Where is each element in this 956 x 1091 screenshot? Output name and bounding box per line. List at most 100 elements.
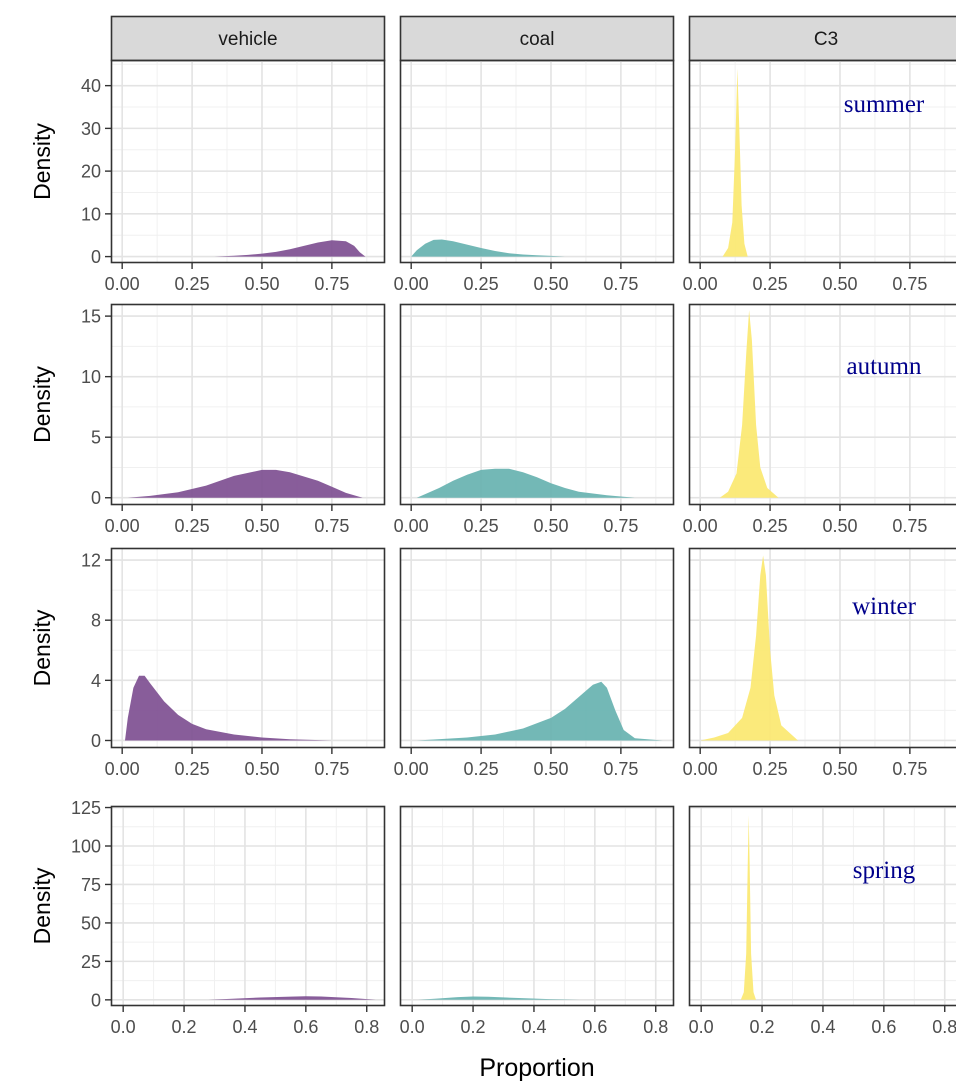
x-tick-label: 0.25 [753, 274, 788, 294]
x-tick-label: 0.50 [533, 274, 568, 294]
facet-row-winter: Density 0 4 8 12 0.00 0.25 0.50 0.75 0.00 0.25 0.50… [29, 548, 956, 779]
x-tick-label: 0.50 [533, 759, 568, 779]
facet-strip-label: vehicle [218, 29, 277, 50]
y-tick-label: 30 [81, 119, 101, 139]
x-tick-label: 0.75 [892, 759, 927, 779]
x-tick-label: 0.8 [354, 1017, 379, 1037]
facet-strip-C3: C3 [690, 17, 956, 61]
y-tick-label: 15 [81, 307, 101, 327]
x-tick-label: 0.75 [603, 274, 638, 294]
x-tick-label: 0.25 [175, 516, 210, 536]
y-tick-label: 0 [91, 488, 101, 508]
x-tick-label: 0.75 [314, 516, 349, 536]
x-tick-label: 0.50 [822, 516, 857, 536]
density-area-C3 [741, 815, 756, 1000]
panel-summer-coal: 0.00 0.25 0.50 0.75 [394, 60, 674, 294]
x-tick-label: 0.25 [464, 759, 499, 779]
x-tick-label: 0.50 [822, 759, 857, 779]
panel-spring-vehicle: 0.0 0.2 0.4 0.6 0.8 [111, 806, 385, 1037]
x-tick-label: 0.75 [892, 516, 927, 536]
x-tick-label: 0.75 [603, 516, 638, 536]
x-tick-label: 0.00 [683, 274, 718, 294]
x-tick-label: 0.50 [822, 274, 857, 294]
y-tick-label: 8 [91, 611, 101, 631]
x-tick-label: 0.2 [172, 1017, 197, 1037]
x-axis-title: Proportion [479, 1054, 594, 1082]
season-label-spring: spring [853, 857, 916, 884]
x-tick-label: 0.25 [464, 274, 499, 294]
y-tick-label: 4 [91, 671, 101, 691]
y-tick-label: 50 [81, 913, 101, 933]
density-area-C3 [700, 556, 798, 741]
x-tick-label: 0.25 [753, 516, 788, 536]
facet-strip-coal: coal [401, 17, 674, 61]
x-tick-label: 0.00 [105, 274, 140, 294]
y-tick-label: 10 [81, 367, 101, 387]
x-tick-label: 0.4 [810, 1017, 835, 1037]
x-tick-label: 0.75 [603, 759, 638, 779]
y-axis-title: Density [29, 609, 55, 686]
y-tick-label: 25 [81, 952, 101, 972]
density-area-coal [411, 240, 565, 257]
y-axis-title: Density [29, 867, 55, 944]
y-tick-label: 0 [91, 247, 101, 267]
x-tick-label: 0.50 [244, 274, 279, 294]
x-tick-label: 0.8 [932, 1017, 956, 1037]
panel-autumn-C3: 0.00 0.25 0.50 0.75 [683, 304, 956, 536]
panel-autumn-vehicle: 0.00 0.25 0.50 0.75 [105, 304, 385, 536]
panel-border [401, 61, 674, 263]
x-tick-label: 0.8 [643, 1017, 668, 1037]
y-tick-label: 5 [91, 428, 101, 448]
panel-border [690, 305, 956, 505]
x-tick-label: 0.00 [683, 516, 718, 536]
density-area-vehicle [214, 240, 365, 256]
x-tick-label: 0.50 [244, 759, 279, 779]
x-tick-label: 0.00 [105, 516, 140, 536]
x-tick-label: 0.4 [521, 1017, 546, 1037]
x-tick-label: 0.00 [394, 274, 429, 294]
x-tick-label: 0.6 [582, 1017, 607, 1037]
x-tick-label: 0.6 [871, 1017, 896, 1037]
x-tick-label: 0.0 [111, 1017, 136, 1037]
y-tick-label: 125 [71, 798, 101, 818]
x-tick-label: 0.6 [293, 1017, 318, 1037]
density-area-coal [417, 469, 635, 498]
x-tick-label: 0.00 [683, 759, 718, 779]
y-axis-title: Density [29, 366, 55, 443]
panel-border [401, 807, 674, 1006]
x-tick-label: 0.50 [533, 516, 568, 536]
panel-summer-vehicle: 0.00 0.25 0.50 0.75 [105, 60, 385, 294]
x-tick-label: 0.00 [394, 759, 429, 779]
facet-row-autumn: Density 0 5 10 15 0.00 0.25 0.50 0.75 0.00 0.25 0.5… [29, 304, 956, 536]
y-tick-label: 100 [71, 837, 101, 857]
y-tick-label: 10 [81, 204, 101, 224]
x-tick-label: 0.0 [400, 1017, 425, 1037]
panel-border [690, 549, 956, 748]
y-tick-label: 20 [81, 162, 101, 182]
y-tick-label: 12 [81, 551, 101, 571]
density-area-coal [417, 682, 663, 741]
x-tick-label: 0.25 [175, 274, 210, 294]
y-tick-label: 0 [91, 731, 101, 751]
panel-winter-coal: 0.00 0.25 0.50 0.75 [394, 548, 674, 779]
panel-border [401, 305, 674, 505]
x-tick-label: 0.75 [314, 759, 349, 779]
season-label-winter: winter [852, 593, 917, 620]
season-label-summer: summer [844, 91, 925, 118]
x-tick-label: 0.25 [175, 759, 210, 779]
x-tick-label: 0.50 [244, 516, 279, 536]
x-tick-label: 0.2 [750, 1017, 775, 1037]
x-tick-label: 0.75 [314, 274, 349, 294]
facet-strip-label: coal [520, 29, 555, 50]
y-tick-label: 75 [81, 875, 101, 895]
panel-border [112, 61, 385, 263]
x-tick-label: 0.4 [232, 1017, 257, 1037]
density-area-vehicle [125, 676, 332, 741]
